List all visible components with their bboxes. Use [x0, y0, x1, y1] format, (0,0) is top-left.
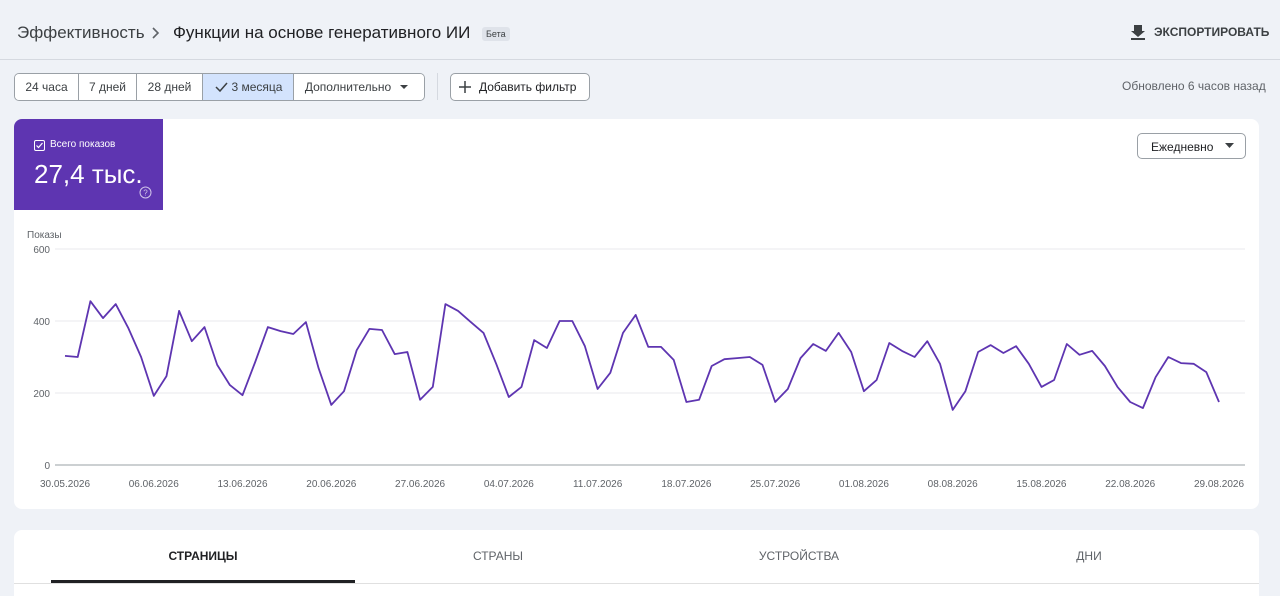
x-tick-label: 06.06.2026 [129, 479, 179, 490]
page-title: Функции на основе генеративного ИИ [173, 23, 471, 42]
header [0, 0, 1280, 60]
x-tick-label: 04.07.2026 [484, 479, 534, 490]
y-tick-label: 200 [33, 389, 50, 400]
breadcrumb[interactable]: Эффективность [17, 23, 145, 42]
updated-note: Обновлено 6 часов назад [1122, 79, 1266, 93]
x-tick-label: 25.07.2026 [750, 479, 800, 490]
tabs-card [14, 530, 1259, 596]
x-tick-label: 01.08.2026 [839, 479, 889, 490]
x-tick-label: 30.05.2026 [40, 479, 90, 490]
metric-label: Всего показов [50, 139, 116, 150]
y-axis-label: Показы [27, 230, 62, 241]
dropdown-arrow [1225, 143, 1234, 148]
y-tick-label: 0 [44, 461, 50, 472]
export-button[interactable]: ЭКСПОРТИРОВАТЬ [1154, 25, 1270, 39]
tab-days[interactable]: ДНИ [1076, 549, 1102, 563]
tabs-border [14, 583, 1259, 584]
granularity-select[interactable]: Ежедневно [1137, 133, 1246, 159]
range-more-label: Дополнительно [304, 80, 392, 94]
line-chart: Показы 0 200 400 600 30.05.2026 06.06.2026 13.… [27, 230, 1245, 490]
x-tick-label: 11.07.2026 [573, 479, 623, 490]
plus-icon [459, 81, 471, 93]
add-filter-button[interactable]: Добавить фильтр [450, 73, 590, 101]
check-icon [214, 82, 228, 93]
x-tick-label: 27.06.2026 [395, 479, 445, 490]
granularity-label: Ежедневно [1151, 140, 1214, 154]
x-tick-label: 08.08.2026 [928, 479, 978, 490]
checkbox [34, 140, 45, 151]
range-28d[interactable]: 28 дней [137, 74, 203, 100]
x-tick-label: 22.08.2026 [1105, 479, 1155, 490]
download-icon [1131, 25, 1145, 40]
x-tick-label: 15.08.2026 [1016, 479, 1066, 490]
help-icon: ? [139, 186, 152, 199]
range-24h[interactable]: 24 часа [15, 74, 79, 100]
x-tick-label: 13.06.2026 [218, 479, 268, 490]
metric-value: 27,4 тыс. [34, 159, 143, 189]
divider [437, 73, 438, 100]
dropdown-arrow [400, 85, 409, 89]
range-3m-label: 3 месяца [231, 80, 283, 94]
tab-devices[interactable]: УСТРОЙСТВА [758, 549, 840, 563]
tab-countries[interactable]: СТРАНЫ [472, 549, 524, 563]
series-line [64, 300, 1220, 411]
active-tab-indicator [51, 580, 355, 583]
beta-badge: Бета [482, 27, 510, 41]
range-selector: 24 часа 7 дней 28 дней 3 месяца Дополнит… [14, 73, 425, 101]
range-7d[interactable]: 7 дней [79, 74, 137, 100]
add-filter-label: Добавить фильтр [479, 80, 577, 94]
range-3m[interactable]: 3 месяца [203, 74, 294, 100]
range-more[interactable]: Дополнительно [294, 74, 424, 100]
x-tick-label: 20.06.2026 [306, 479, 356, 490]
y-tick-label: 400 [33, 317, 50, 328]
chart-card [14, 119, 1259, 509]
svg-text:?: ? [143, 189, 148, 198]
x-tick-label: 29.08.2026 [1194, 479, 1244, 490]
x-tick-label: 18.07.2026 [661, 479, 711, 490]
metric-card[interactable]: Всего показов 27,4 тыс. ? [14, 119, 163, 210]
chevron [152, 27, 160, 39]
tab-pages[interactable]: СТРАНИЦЫ [168, 549, 238, 563]
y-tick-label: 600 [33, 245, 50, 256]
